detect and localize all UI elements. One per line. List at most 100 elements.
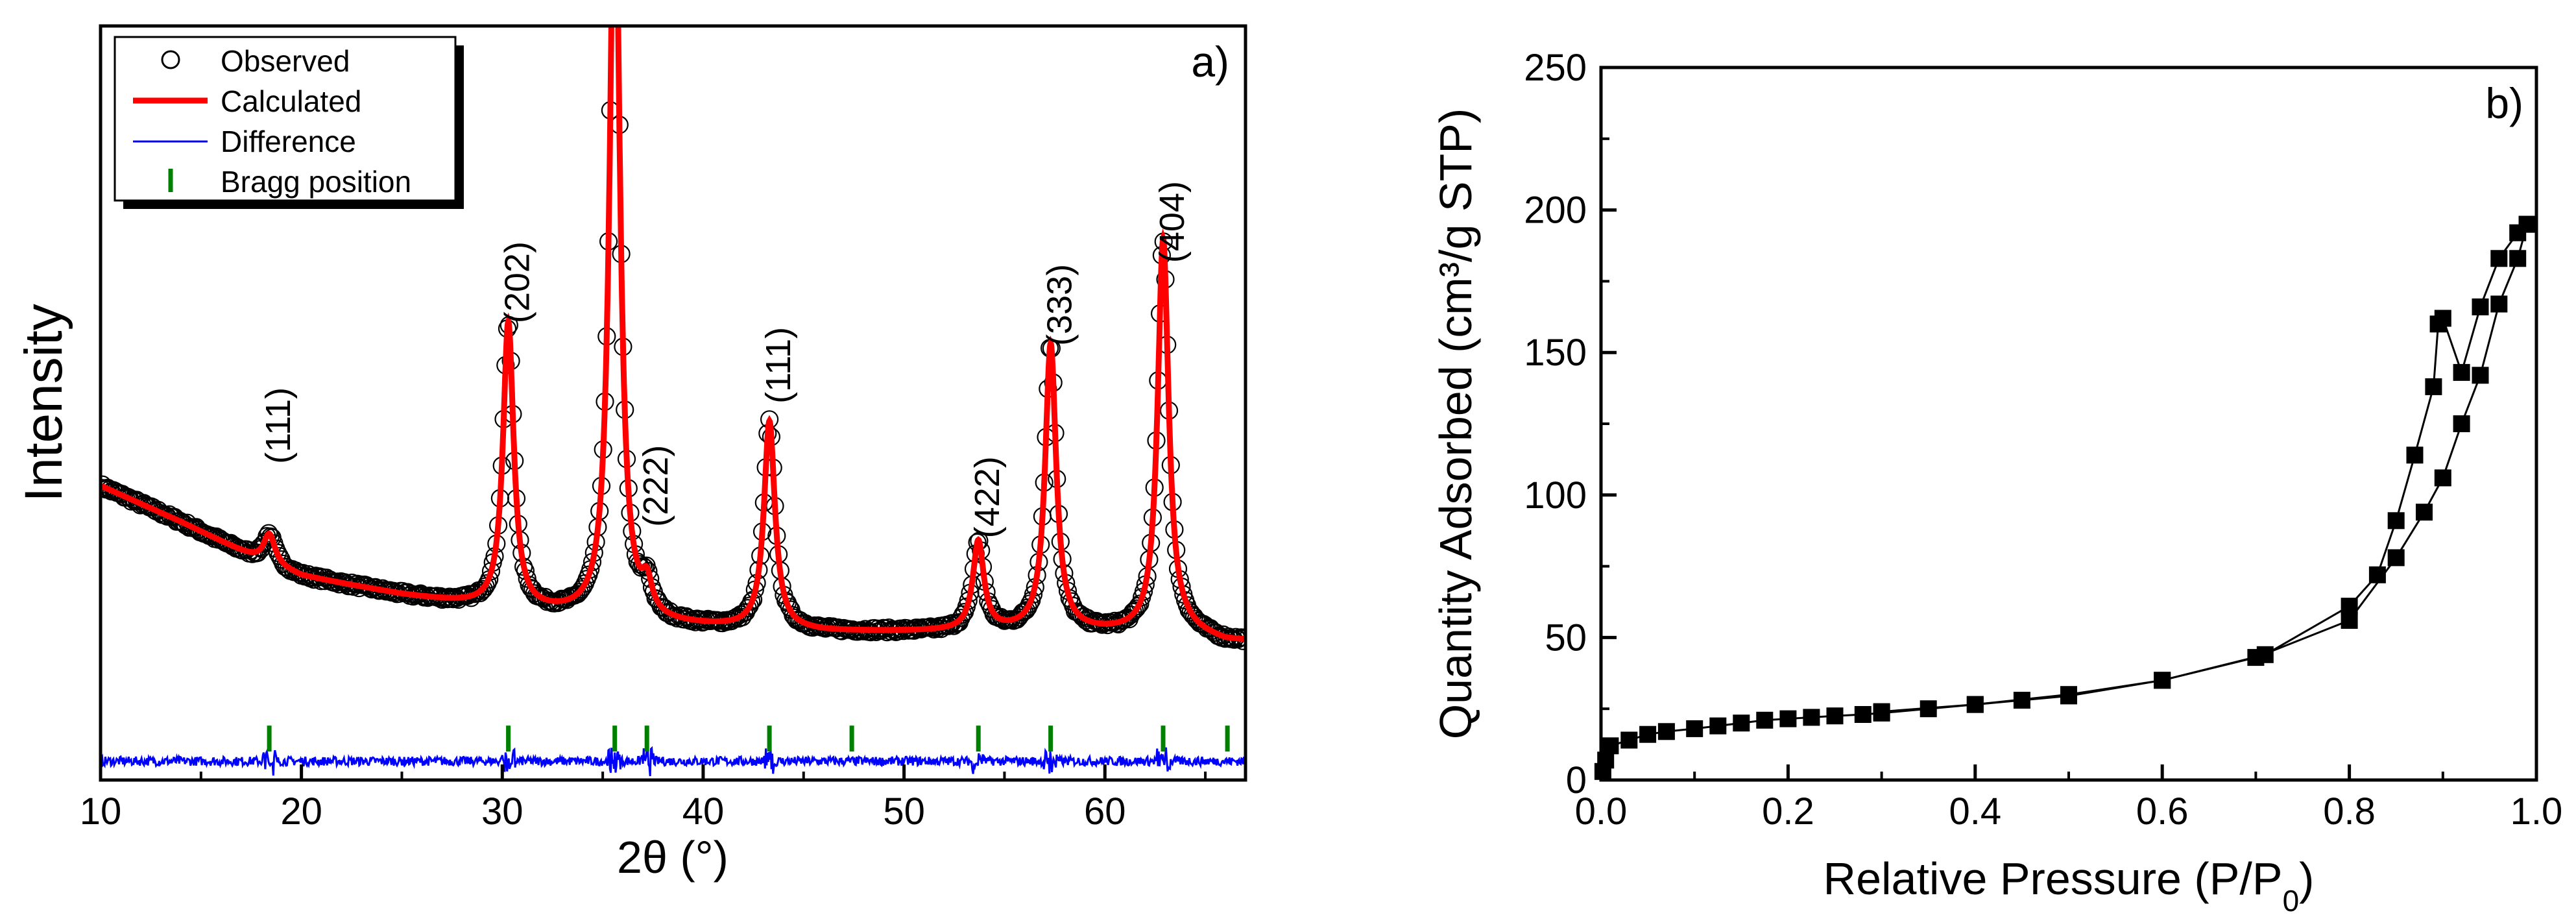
xrd-plot-frame xyxy=(99,24,1247,782)
adsorption-point xyxy=(2453,415,2470,432)
xrd-x-axis-title: 2θ (°) xyxy=(617,832,728,883)
isotherm-y-axis-ticks: 0 50 100 150 200 250 xyxy=(1524,47,1617,801)
desorption-point xyxy=(2429,315,2447,333)
panel-a-xrd-chart: (111)(202)(311)(222)(111)(422)(333)(404)… xyxy=(14,24,1247,883)
adsorption-point xyxy=(1920,700,1937,718)
isotherm-x-axis-ticks: 0.0 0.2 0.4 0.6 0.8 1.0 xyxy=(1575,764,2563,833)
desorption-point xyxy=(1966,696,1984,713)
adsorption-point xyxy=(2416,504,2433,521)
desorption-line xyxy=(1881,223,2528,713)
desorption-point xyxy=(2368,566,2386,583)
adsorption-point xyxy=(1826,707,1844,725)
adsorption-point xyxy=(1620,731,1638,749)
peak-label: (202) xyxy=(498,241,537,323)
adsorption-point xyxy=(1803,709,1820,726)
observed-point xyxy=(474,580,493,598)
desorption-point xyxy=(2406,446,2424,464)
x-tick-label: 40 xyxy=(682,790,725,833)
y-tick-label: 100 xyxy=(1524,474,1587,517)
isotherm-y-axis-title: Quantity Adsorbed (cm³/g STP) xyxy=(1430,108,1481,740)
desorption-point xyxy=(2472,298,2489,315)
peak-label: (111) xyxy=(759,327,798,404)
peak-labels: (111)(202)(311)(222)(111)(422)(333)(404) xyxy=(259,181,1192,538)
isotherm-plot-frame xyxy=(1599,66,2538,782)
peak-label: (222) xyxy=(636,445,675,527)
y-tick-label: 200 xyxy=(1524,189,1587,232)
x-tick-label: 20 xyxy=(280,790,322,833)
peak-label: (422) xyxy=(968,456,1007,538)
observed-point xyxy=(573,578,593,596)
desorption-point xyxy=(1873,703,1890,720)
desorption-point xyxy=(2154,672,2171,689)
adsorption-point xyxy=(1657,723,1675,740)
legend-difference-label: Difference xyxy=(221,125,356,158)
desorption-point xyxy=(2425,378,2442,395)
observed-point xyxy=(742,592,761,611)
legend-calculated-label: Calculated xyxy=(221,84,361,118)
adsorption-point xyxy=(1733,714,1750,732)
y-tick-label: 50 xyxy=(1545,616,1587,659)
adsorption-point xyxy=(1779,710,1797,727)
observed-point xyxy=(286,561,306,580)
adsorption-point xyxy=(2472,367,2489,384)
x-tick-label: 0.4 xyxy=(1949,790,2001,833)
adsorption-point xyxy=(2341,612,2358,629)
observed-point xyxy=(1011,605,1030,624)
isotherm-markers xyxy=(1594,215,2536,780)
panel-a-label: a) xyxy=(1191,38,1229,86)
xrd-x-axis-ticks: 10 20 30 40 50 60 xyxy=(80,764,1207,833)
observed-point xyxy=(952,609,970,628)
x-tick-label: 50 xyxy=(883,790,925,833)
x-tick-label: 1.0 xyxy=(2510,790,2563,833)
adsorption-point xyxy=(2434,469,2451,487)
desorption-point xyxy=(2341,598,2358,615)
desorption-point xyxy=(2509,224,2527,241)
observed-point xyxy=(635,558,654,577)
x-tick-label: 10 xyxy=(80,790,122,833)
xrd-legend: Observed Calculated Difference Bragg pos… xyxy=(114,36,464,209)
desorption-point xyxy=(2387,512,2405,530)
calculated-curve xyxy=(101,26,1246,642)
adsorption-point xyxy=(1854,706,1872,723)
peak-label: (333) xyxy=(1041,264,1079,346)
panel-b-isotherm-chart: 0.0 0.2 0.4 0.6 0.8 1.0 0 50 100 150 200 250 Relat… xyxy=(1430,47,2562,915)
x-tick-label: 30 xyxy=(481,790,524,833)
adsorption-point xyxy=(1686,720,1703,737)
adsorption-point xyxy=(2013,692,2030,709)
adsorption-point xyxy=(1709,717,1727,735)
legend-observed-marker xyxy=(161,50,180,69)
adsorption-point xyxy=(2490,295,2508,313)
panel-b-label: b) xyxy=(2485,79,2523,127)
isotherm-plot-area xyxy=(1594,215,2536,780)
legend-bragg-label: Bragg position xyxy=(221,165,411,199)
observed-point xyxy=(572,580,591,599)
y-tick-label: 150 xyxy=(1524,332,1587,374)
adsorption-point xyxy=(2387,549,2405,567)
desorption-point xyxy=(2256,646,2274,663)
x-tick-label: 0.0 xyxy=(1575,790,1628,833)
legend-observed-label: Observed xyxy=(221,44,350,78)
peak-label: (404) xyxy=(1153,181,1192,263)
difference-curve xyxy=(101,746,1246,777)
desorption-point xyxy=(2060,686,2077,703)
x-tick-label: 0.6 xyxy=(2136,790,2189,833)
adsorption-point xyxy=(1756,711,1774,729)
x-tick-label: 0.8 xyxy=(2323,790,2376,833)
observed-point xyxy=(1069,604,1088,623)
isotherm-x-axis-title: Relative Pressure (P/P0) xyxy=(1824,853,2315,915)
adsorption-point xyxy=(1639,726,1657,743)
xrd-y-axis-title: Intensity xyxy=(14,304,73,502)
observed-point xyxy=(1127,599,1146,618)
desorption-point xyxy=(2453,363,2470,381)
peak-label: (111) xyxy=(259,387,298,464)
bragg-position-marks xyxy=(267,726,1230,752)
desorption-point xyxy=(2490,250,2508,267)
x-tick-label: 0.2 xyxy=(1762,790,1814,833)
y-tick-label: 0 xyxy=(1566,759,1587,801)
adsorption-point xyxy=(2509,250,2527,267)
xrd-plot-area: (111)(202)(311)(222)(111)(422)(333)(404) xyxy=(101,26,1246,777)
x-tick-label: 60 xyxy=(1084,790,1126,833)
y-tick-label: 250 xyxy=(1524,47,1587,89)
observed-point xyxy=(259,524,278,543)
